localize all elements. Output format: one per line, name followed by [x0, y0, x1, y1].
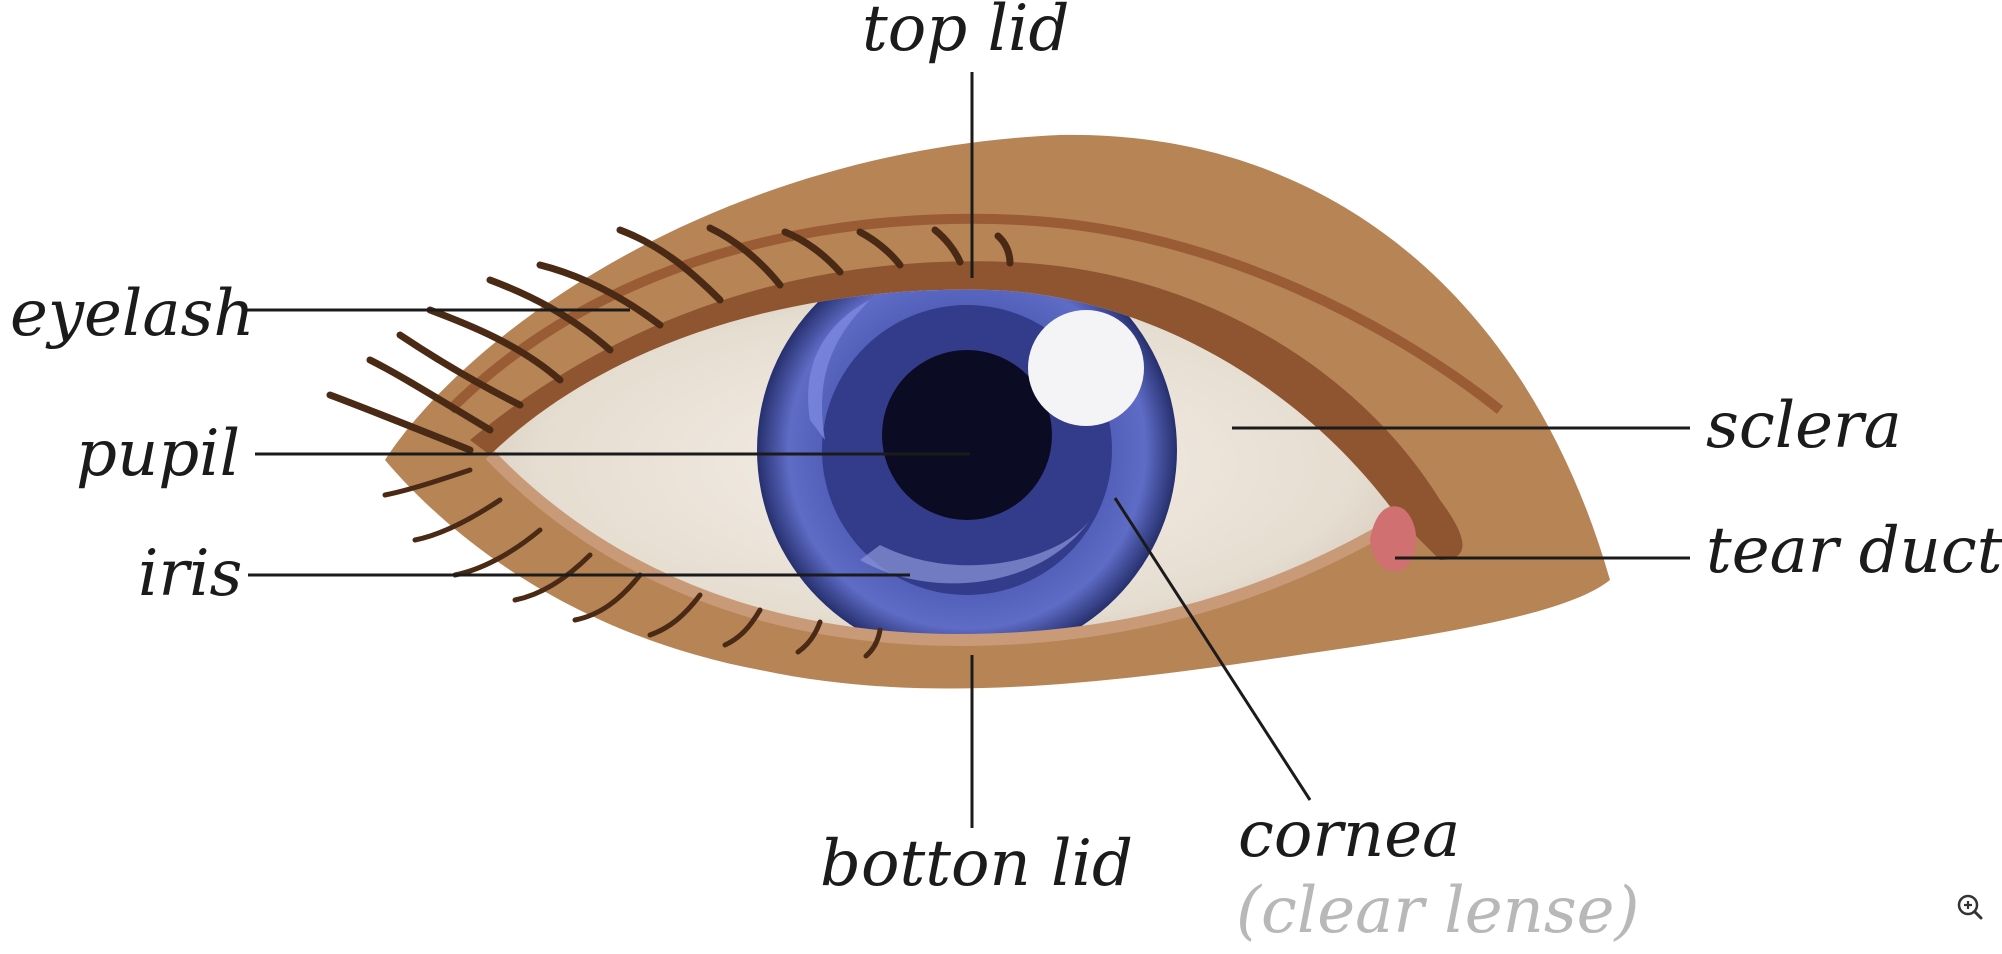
zoom-in-icon — [1957, 894, 1983, 920]
pupil-shape — [882, 350, 1052, 520]
eyelash-label: eyelash — [10, 277, 255, 351]
zoom-button[interactable] — [1953, 890, 1987, 924]
tear-duct-label: tear duct — [1706, 514, 2002, 588]
tear-duct-shape — [1370, 506, 1417, 572]
cornea-sublabel: (clear lense) — [1236, 874, 1640, 948]
cornea-leader — [1113, 497, 1312, 801]
iris-reflection — [860, 520, 1090, 584]
upper-eyelashes — [326, 224, 1014, 454]
cornea-label: cornea — [1238, 798, 1460, 872]
lower-eyelashes — [382, 467, 883, 659]
bottom-lid-label: botton lid — [820, 827, 1133, 901]
cornea-highlight — [1028, 310, 1144, 426]
iris-glow — [808, 300, 870, 440]
lid-crease — [446, 213, 1504, 414]
lid-fold — [470, 261, 1463, 560]
top-lid-label: top lid — [862, 0, 1069, 66]
pupil-label: pupil — [76, 417, 240, 491]
lower-lid-rim — [485, 450, 1404, 647]
iris-label: iris — [138, 537, 242, 611]
sclera-label: sclera — [1706, 389, 1902, 463]
